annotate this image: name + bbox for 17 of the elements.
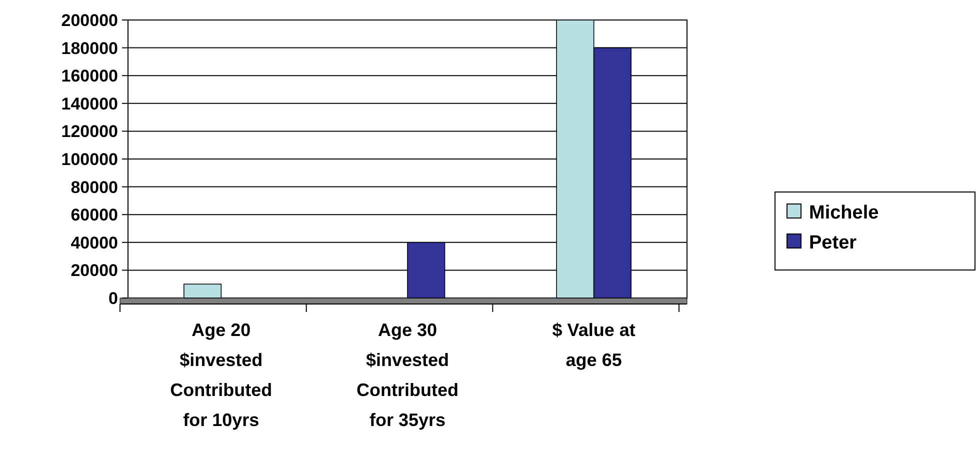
y-tick-label: 60000 — [70, 206, 118, 225]
x-tick-label: Age 30 $invested Contributed for 35yrs — [356, 320, 458, 430]
y-tick-label: 160000 — [61, 66, 118, 86]
bar — [184, 284, 222, 298]
y-tick-label: 100000 — [61, 150, 118, 169]
y-tick-label: 20000 — [70, 261, 118, 280]
y-tick-label: 200000 — [61, 10, 118, 30]
legend-label: Michele — [809, 202, 879, 224]
y-tick-label: 80000 — [70, 178, 118, 197]
y-tick-label: 0 — [108, 288, 118, 308]
x-tick-label: $ Value at age 65 — [552, 320, 636, 370]
y-tick-label: 120000 — [61, 122, 118, 142]
y-tick-label: 180000 — [61, 38, 118, 58]
legend-label: Peter — [809, 232, 858, 254]
y-tick-label: 40000 — [70, 233, 118, 252]
y-tick-label: 140000 — [61, 94, 118, 114]
x-tick-label: Age 20 $invested Contributed for 10yrs — [170, 320, 272, 430]
